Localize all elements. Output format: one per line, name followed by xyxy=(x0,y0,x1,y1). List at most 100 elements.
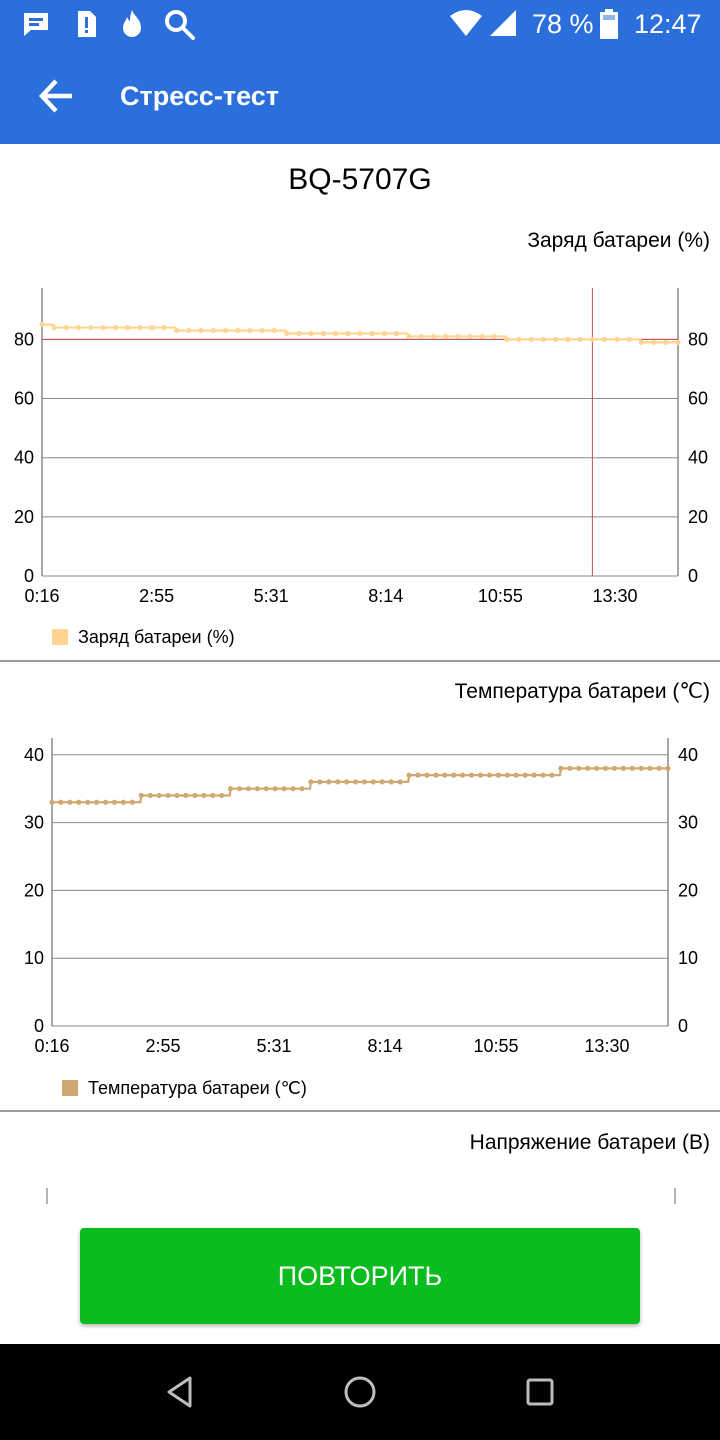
data-point xyxy=(675,339,681,345)
divider xyxy=(0,1110,720,1112)
nav-recents-button[interactable] xyxy=(516,1368,564,1416)
data-point xyxy=(418,333,424,340)
data-point xyxy=(486,772,493,778)
data-point xyxy=(665,765,671,771)
data-point xyxy=(58,799,64,805)
data-point xyxy=(281,786,287,792)
data-point xyxy=(76,324,82,331)
data-point xyxy=(361,779,368,785)
y-tick-label: 0 xyxy=(34,1016,44,1036)
x-tick-label: 0:16 xyxy=(24,586,59,606)
data-point xyxy=(540,336,547,343)
data-point xyxy=(308,330,314,337)
data-point xyxy=(149,324,155,331)
data-point xyxy=(638,765,644,771)
data-point xyxy=(49,799,55,805)
data-point xyxy=(357,330,363,337)
data-point xyxy=(85,799,91,805)
status-bar: 78 % 12:47 xyxy=(0,0,720,48)
data-point xyxy=(227,786,234,792)
data-point xyxy=(477,772,484,778)
signal-icon xyxy=(490,10,516,36)
temp-chart-title: Температура батареи (℃) xyxy=(454,680,710,703)
data-point xyxy=(201,792,207,799)
y-tick-label-right: 40 xyxy=(688,448,708,468)
data-point xyxy=(111,799,118,805)
data-point xyxy=(326,779,332,785)
data-point xyxy=(332,330,339,337)
data-point xyxy=(576,765,582,771)
nav-back-button[interactable] xyxy=(156,1368,204,1416)
y-tick-label: 20 xyxy=(24,880,44,900)
data-point xyxy=(183,792,189,799)
data-point xyxy=(236,786,243,792)
temperature-chart: 0 0 10 10 20 20 30 30 40 40 0:16 2:55 5:31 8:14 10:55 1… xyxy=(24,738,698,1056)
data-point xyxy=(397,779,403,785)
data-point xyxy=(614,336,620,343)
battery-percent: 78 % xyxy=(532,9,594,39)
y-tick-label-right: 0 xyxy=(688,566,698,586)
repeat-button[interactable]: ПОВТОРИТЬ xyxy=(80,1228,640,1324)
data-point xyxy=(247,327,253,334)
data-point xyxy=(352,779,359,785)
y-tick-label-right: 60 xyxy=(688,389,708,409)
data-point xyxy=(88,324,94,331)
data-point xyxy=(504,772,510,778)
charge-legend-swatch xyxy=(52,629,68,645)
data-point xyxy=(308,779,314,785)
data-point xyxy=(271,327,277,334)
temp-legend-swatch xyxy=(62,1080,78,1096)
data-point xyxy=(245,786,252,792)
data-point xyxy=(317,779,323,785)
data-point xyxy=(129,799,135,805)
y-tick-label-right: 20 xyxy=(678,880,698,900)
data-point xyxy=(370,779,376,785)
x-tick-label: 8:14 xyxy=(367,1036,402,1056)
data-point xyxy=(94,799,100,805)
data-point xyxy=(173,327,180,334)
data-point xyxy=(174,792,180,799)
data-point xyxy=(112,324,118,331)
data-point xyxy=(379,779,385,785)
data-point xyxy=(406,333,412,340)
data-point xyxy=(263,786,269,792)
data-point xyxy=(460,772,466,778)
data-point xyxy=(100,324,106,331)
sim-alert-icon xyxy=(78,11,96,37)
data-point xyxy=(198,327,204,334)
data-point xyxy=(516,336,522,343)
charge-chart: 0 0 20 20 40 40 60 60 80 80 0:16 2:55 5:31 8:14 10:55 1… xyxy=(14,288,708,606)
data-point xyxy=(424,772,430,778)
data-point xyxy=(120,799,127,805)
data-point xyxy=(235,327,241,334)
home-circle-icon xyxy=(344,1376,376,1408)
back-button[interactable] xyxy=(24,68,88,124)
data-point xyxy=(442,772,448,778)
data-point xyxy=(626,336,632,343)
y-tick-label-right: 30 xyxy=(678,813,698,833)
recents-square-icon xyxy=(526,1378,554,1406)
data-point xyxy=(137,324,143,331)
data-point xyxy=(577,336,583,343)
data-point xyxy=(345,330,351,337)
data-point xyxy=(549,772,555,778)
data-point xyxy=(369,330,375,337)
data-point xyxy=(430,333,436,340)
data-point xyxy=(611,765,618,771)
data-point xyxy=(299,786,305,792)
data-point xyxy=(455,333,461,340)
data-point xyxy=(663,339,669,345)
data-point xyxy=(272,786,278,792)
y-tick-label-right: 0 xyxy=(678,1016,688,1036)
data-point xyxy=(553,336,559,343)
data-point xyxy=(629,765,635,771)
data-point xyxy=(620,765,626,771)
data-point xyxy=(63,324,70,331)
data-point xyxy=(39,322,45,328)
data-point xyxy=(433,772,439,778)
data-point xyxy=(51,324,57,331)
nav-bar xyxy=(0,1344,720,1440)
data-point xyxy=(320,330,326,337)
arrow-left-icon xyxy=(38,79,72,113)
nav-home-button[interactable] xyxy=(336,1368,384,1416)
